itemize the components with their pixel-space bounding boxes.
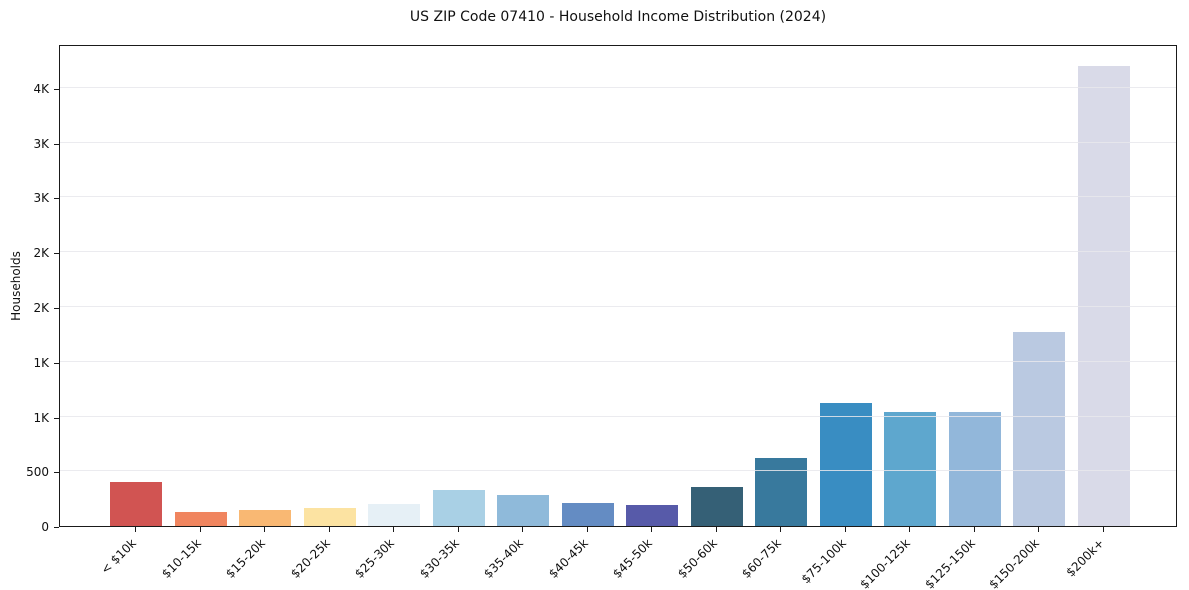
x-tick-mark: [393, 527, 395, 532]
x-tick-label-10k: < $10k: [98, 536, 139, 577]
bar-60-75k: [755, 458, 808, 526]
bar-150-200k: [1013, 332, 1066, 526]
y-tick-label: 3K: [33, 136, 49, 151]
bar-100-125k: [884, 412, 937, 526]
y-tick-label: 3K: [33, 191, 49, 206]
x-tick-mark: [586, 527, 588, 532]
y-tick-mark: [54, 362, 59, 364]
gridline-2000: [60, 305, 1176, 307]
y-tick-label: 2K: [33, 246, 49, 261]
y-tick-label: 0: [41, 520, 49, 534]
x-tick-mark: [135, 527, 136, 532]
gridline-3000: [60, 196, 1176, 198]
bar-125-150k: [948, 411, 1001, 526]
bar-25-30k: [368, 503, 421, 526]
bar-200k: [1077, 65, 1130, 526]
bar-10-15k: [174, 511, 227, 526]
x-tick-mark: [1038, 527, 1040, 532]
gridline-2500: [60, 251, 1176, 253]
y-tick-mark: [54, 527, 59, 528]
y-tick-mark: [54, 88, 59, 90]
x-tick-mark: [522, 527, 524, 532]
x-tick-mark: [909, 527, 911, 532]
gridline-500: [60, 470, 1176, 472]
x-tick-mark: [1103, 527, 1104, 532]
x-tick-mark: [651, 527, 653, 532]
gridline-1500: [60, 360, 1176, 362]
bar-30-35k: [432, 489, 485, 526]
x-tick-mark: [844, 527, 846, 532]
y-tick-mark: [54, 472, 59, 474]
bar-35-40k: [497, 494, 550, 526]
y-tick-mark: [54, 143, 59, 145]
bar-50-60k: [690, 486, 743, 526]
y-tick-label: 500: [26, 465, 49, 480]
bar-20-25k: [303, 507, 356, 526]
bar-15-20k: [239, 510, 292, 526]
x-tick-mark: [328, 527, 330, 532]
bar-75-100k: [819, 402, 872, 526]
y-tick-mark: [54, 307, 59, 309]
x-tick-mark: [457, 527, 459, 532]
gridline-4000: [60, 86, 1176, 88]
y-tick-mark: [54, 198, 59, 200]
chart-title: US ZIP Code 07410 - Household Income Dis…: [409, 9, 827, 25]
x-tick-mark: [264, 527, 266, 532]
y-tick-label: 1K: [33, 355, 49, 370]
x-tick-mark: [973, 527, 975, 532]
bar-45-50k: [626, 505, 679, 526]
y-tick-label: 1K: [33, 410, 49, 425]
gridline-3500: [60, 141, 1176, 143]
x-tick-mark: [199, 527, 201, 532]
y-tick-label: 2K: [33, 300, 49, 315]
y-tick-label: 4K: [33, 81, 49, 96]
plot-area: [59, 45, 1177, 527]
bar-40-45k: [561, 503, 614, 526]
bar-10k: [110, 482, 162, 526]
y-tick-mark: [54, 253, 59, 255]
x-tick-mark: [780, 527, 782, 532]
y-tick-mark: [54, 417, 59, 419]
gridline-1000: [60, 415, 1176, 417]
x-tick-mark: [715, 527, 717, 532]
